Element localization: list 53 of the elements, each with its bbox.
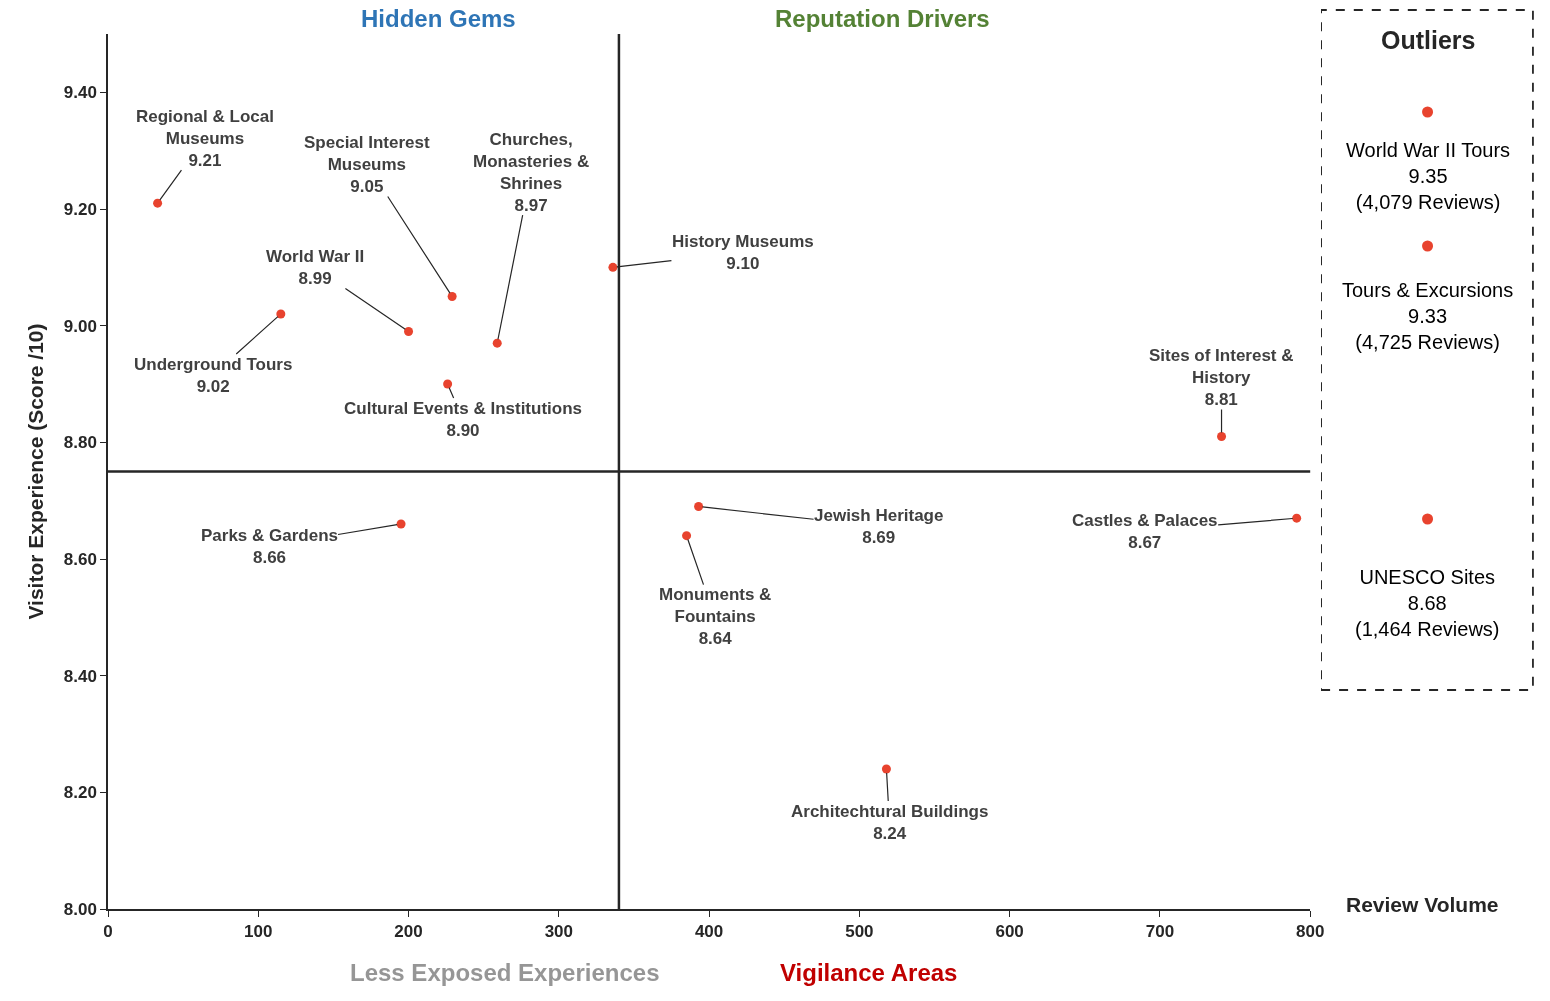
- x-tick-label: 500: [845, 922, 874, 942]
- annotation: Underground Tours 9.02: [134, 355, 293, 397]
- y-tick-label: 8.20: [63, 783, 97, 803]
- point: [694, 502, 704, 511]
- annotation: Special Interest Museums 9.05: [304, 133, 430, 197]
- point: [1292, 513, 1302, 523]
- point: [443, 379, 453, 389]
- y-tick-label: 8.60: [63, 549, 97, 569]
- annotation: Cultural Events & Institutions 8.90: [344, 399, 583, 441]
- text: Reputation Drivers: [775, 5, 990, 32]
- x-tick-label: 700: [1145, 922, 1175, 942]
- point: [881, 764, 891, 774]
- annotation: Castles & Palaces 8.67: [1072, 511, 1218, 553]
- text: World War II Tours 9.35 (4,079 Reviews): [1346, 139, 1511, 213]
- text: UNESCO Sites 8.68 (1,464 Reviews): [1355, 566, 1500, 640]
- point: [404, 327, 414, 336]
- y-tick-label: 9.00: [63, 316, 97, 336]
- text: Hidden Gems: [361, 5, 516, 32]
- point: [682, 531, 692, 541]
- point: [447, 292, 457, 301]
- y-tick-label: 8.80: [63, 433, 97, 453]
- x-tick-label: 0: [103, 922, 113, 942]
- annotation: Parks & Gardens 8.66: [201, 526, 339, 568]
- point: [276, 309, 286, 319]
- text: Tours & Excursions 9.33 (4,725 Reviews): [1342, 279, 1514, 353]
- annotation: Churches, Monasteries & Shrines 8.97: [473, 130, 590, 216]
- annotation: Jewish Heritage 8.69: [814, 506, 944, 548]
- x-axis-title: Review Volume: [1346, 893, 1499, 916]
- x-tick-label: 800: [1296, 922, 1325, 942]
- point: [492, 338, 502, 348]
- annotation: Sites of Interest & History 8.81: [1149, 346, 1294, 410]
- point: [608, 262, 618, 272]
- y-tick-label: 8.40: [63, 666, 97, 686]
- y-tick-label: 9.20: [63, 199, 97, 219]
- x-tick-label: 100: [244, 922, 273, 942]
- x-tick-label: 400: [694, 922, 724, 942]
- x-tick-label: 600: [995, 922, 1024, 942]
- x-tick-label: 300: [544, 922, 574, 942]
- annotation: History Museums 9.10: [672, 232, 814, 274]
- point: [396, 519, 406, 529]
- annotation: Regional & Local Museums 9.21: [136, 107, 274, 171]
- annotation: Architechtural Buildings 8.24: [791, 802, 989, 844]
- point: [153, 198, 163, 208]
- annotation: World War II 8.99: [266, 247, 365, 289]
- x-tick-label: 200: [394, 922, 423, 942]
- annotation: Monuments & Fountains 8.64: [659, 585, 772, 649]
- y-tick-label: 8.00: [63, 899, 97, 919]
- text: Outliers: [1381, 26, 1476, 54]
- text: Vigilance Areas: [780, 959, 958, 986]
- y-axis-title: Visitor Experience (Score /10): [24, 323, 48, 620]
- y-tick-label: 9.40: [63, 83, 97, 103]
- text: Less Exposed Experiences: [350, 959, 660, 986]
- point: [1217, 432, 1227, 441]
